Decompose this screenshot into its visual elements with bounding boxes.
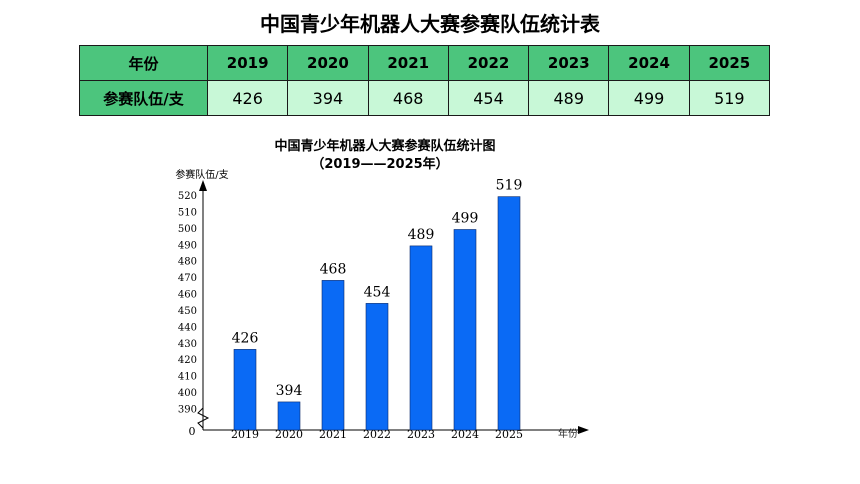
y-tick-label: 450 [178, 306, 197, 317]
chart-subtitle: （2019——2025年） [311, 156, 448, 172]
bar [453, 229, 477, 431]
axis-break-mark [197, 407, 210, 429]
bar [233, 349, 257, 431]
table-value-cell: 468 [367, 80, 449, 116]
x-axis-label: 年份 [558, 427, 578, 440]
y-tick-label: 520 [178, 191, 197, 202]
y-tick-label: 490 [178, 240, 197, 251]
y-tick-label: 460 [178, 290, 197, 301]
bar [409, 245, 433, 431]
table-year-cell: 2023 [528, 45, 610, 81]
data-table: 年份 2019 2020 2021 2022 2023 2024 2025 参赛… [79, 45, 771, 116]
table-value-cell: 394 [287, 80, 369, 116]
y-tick-label: 420 [178, 355, 197, 366]
x-category-label: 2024 [451, 428, 479, 441]
y-tick-label: 440 [178, 322, 197, 333]
y-tick-label: 470 [178, 273, 197, 284]
table-year-cell: 2024 [608, 45, 690, 81]
bar-value-label: 519 [496, 178, 523, 194]
x-category-label: 2023 [407, 428, 435, 441]
x-category-label: 2022 [363, 428, 391, 441]
bar [497, 196, 521, 431]
y-tick-label: 410 [178, 372, 197, 383]
table-year-cell: 2021 [367, 45, 449, 81]
table-header-label: 年份 [79, 45, 208, 81]
y-tick-label: 390 [178, 405, 197, 416]
table-year-cell: 2019 [206, 45, 289, 81]
zero-label: 0 [189, 425, 196, 438]
y-tick-label: 500 [178, 224, 197, 235]
bar-value-label: 454 [364, 284, 391, 300]
table-year-cell: 2025 [688, 45, 771, 81]
page-title: 中国青少年机器人大赛参赛队伍统计表 [260, 12, 600, 36]
x-category-label: 2021 [319, 428, 347, 441]
x-axis-arrow [578, 426, 589, 434]
table-header-row: 年份 2019 2020 2021 2022 2023 2024 2025 [79, 45, 771, 81]
y-tick-label: 400 [178, 388, 197, 399]
table-value-cell: 454 [447, 80, 530, 116]
y-tick-group: 390 400 410 420 430 440 450 460 470 480 490 500 510 5… [178, 191, 197, 416]
bar [277, 401, 301, 431]
table-year-cell: 2022 [447, 45, 530, 81]
bar-value-label: 426 [232, 330, 259, 346]
table-value-row: 参赛队伍/支 426 394 468 454 489 499 519 [79, 80, 771, 116]
bar-value-label: 394 [276, 383, 303, 399]
bar-value-label: 499 [452, 210, 479, 226]
x-category-label: 2025 [495, 428, 523, 441]
y-tick-label: 510 [178, 207, 197, 218]
y-axis-label: 参赛队伍/支 [175, 168, 228, 181]
bar-value-label: 489 [408, 227, 435, 243]
bar-group: 426 2019 394 2020 468 2021 454 2022 489 2023 499 20… [231, 178, 523, 441]
x-category-label: 2020 [275, 428, 303, 441]
table-value-cell: 519 [688, 80, 771, 116]
table-row-label: 参赛队伍/支 [79, 80, 208, 116]
y-tick-label: 480 [178, 257, 197, 268]
bar-value-label: 468 [320, 261, 347, 277]
bar [365, 303, 389, 431]
chart-title: 中国青少年机器人大赛参赛队伍统计图 [274, 138, 495, 154]
y-axis-arrow [199, 180, 207, 191]
x-category-label: 2019 [231, 428, 259, 441]
bar [321, 280, 345, 431]
y-tick-label: 430 [178, 339, 197, 350]
